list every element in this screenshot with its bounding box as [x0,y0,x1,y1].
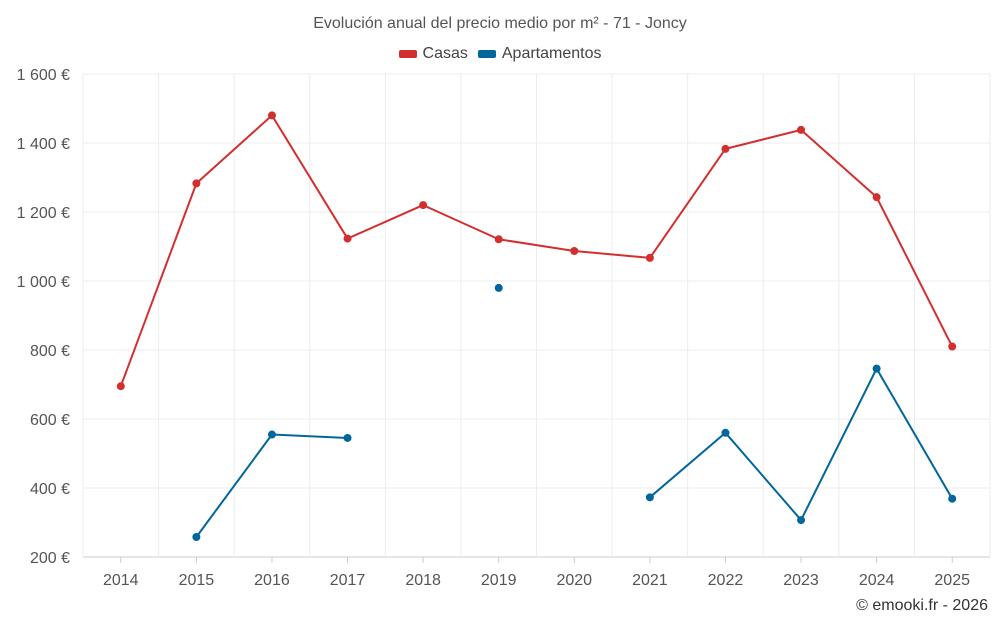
y-tick-label: 1 000 € [17,274,70,291]
legend-item-apartamentos[interactable]: Apartamentos [477,45,602,63]
data-point-casas [419,201,428,210]
x-tick-label: 2015 [179,572,215,589]
x-tick-label: 2017 [330,572,366,589]
y-tick-label: 1 200 € [17,205,70,222]
legend-swatch-casas [398,50,417,58]
data-point-apartamentos [267,430,276,439]
series-line-apartamentos [649,367,954,522]
data-point-casas [948,342,957,351]
x-tick-label: 2021 [632,572,668,589]
x-tick-label: 2022 [708,572,744,589]
x-tick-label: 2014 [103,572,139,589]
x-tick-label: 2025 [934,572,970,589]
legend-label-casas: Casas [422,45,468,62]
data-point-apartamentos [872,364,881,373]
data-point-apartamentos [343,433,352,442]
data-point-apartamentos [645,493,654,502]
x-tick-label: 2020 [556,572,592,589]
data-point-casas [721,144,730,153]
chart-legend: Casas Apartamentos [0,45,1000,63]
data-point-apartamentos [948,494,957,503]
data-point-casas [267,111,276,120]
legend-label-apartamentos: Apartamentos [501,45,602,62]
series-line-apartamentos [195,433,348,538]
x-tick-label: 2018 [405,572,441,589]
data-point-apartamentos [494,283,503,292]
y-tick-label: 1 600 € [17,67,70,84]
series-line-casas [119,114,954,387]
data-point-casas [570,246,579,255]
x-tick-label: 2019 [481,572,517,589]
y-tick-label: 1 400 € [17,136,70,153]
data-point-casas [116,382,125,391]
data-point-apartamentos [192,532,201,541]
data-point-casas [494,235,503,244]
x-tick-label: 2023 [783,572,819,589]
data-point-casas [645,253,654,262]
chart-title: Evolución anual del precio medio por m² … [313,15,687,32]
data-point-casas [192,179,201,188]
y-tick-label: 800 € [30,343,70,360]
y-tick-label: 600 € [30,412,70,429]
legend-swatch-apartamentos [477,50,496,58]
legend-item-casas[interactable]: Casas [398,45,468,63]
y-tick-label: 200 € [30,550,70,567]
data-point-casas [343,234,352,243]
x-tick-label: 2016 [254,572,290,589]
y-tick-label: 400 € [30,481,70,498]
data-point-apartamentos [797,516,806,525]
data-point-casas [797,125,806,134]
copyright-credit: © emooki.fr - 2026 [856,597,988,614]
x-tick-label: 2024 [859,572,895,589]
data-point-casas [872,193,881,202]
data-point-apartamentos [721,428,730,437]
